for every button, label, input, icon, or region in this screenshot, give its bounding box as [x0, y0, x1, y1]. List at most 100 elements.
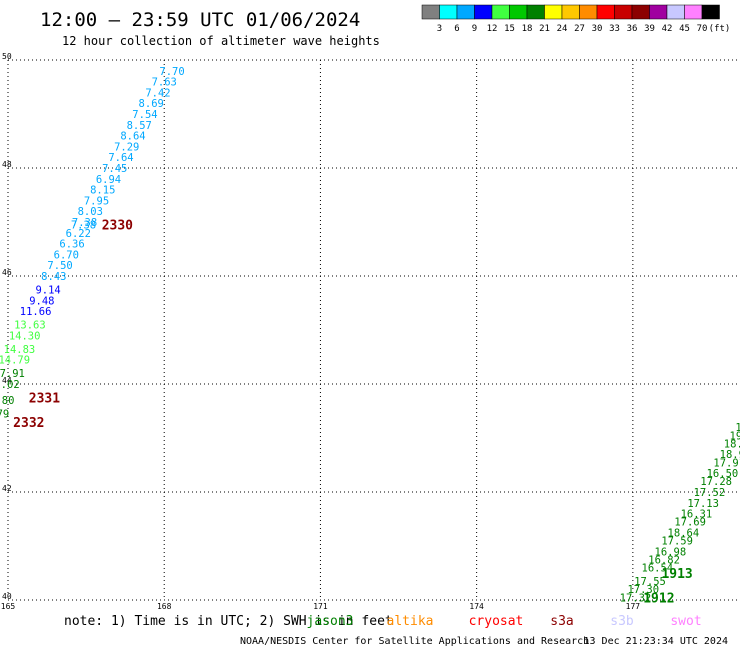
y-tick-label: 40 [2, 592, 12, 601]
wave-height-label: 17.32 [620, 592, 652, 604]
wave-height-label: 19.0 [730, 430, 740, 442]
mission-label: s3a [550, 614, 573, 629]
wave-height-label: 6.94 [96, 174, 121, 186]
y-tick-label: 48 [2, 160, 12, 169]
chart-title: 12:00 – 23:59 UTC 01/06/2024 [40, 9, 360, 31]
legend-swatch [701, 4, 720, 20]
wave-height-label: 16.82 [648, 555, 680, 567]
legend-label: 3 [437, 24, 442, 34]
wave-height-label: 18.95 [720, 449, 740, 461]
legend-label: 33 [609, 24, 620, 34]
grid-lines [7, 59, 737, 601]
legend-label: 36 [627, 24, 638, 34]
wave-height-label: 8.03 [78, 206, 103, 218]
legend-label: 18 [522, 24, 533, 34]
legend-swatch [491, 4, 510, 20]
mission-legend: jason3 altika cryosat s3a s3b swot [307, 614, 702, 629]
wave-height-label: 16.54 [642, 563, 674, 575]
mission-label: s3b [610, 614, 634, 629]
wave-height-label: 17.69 [674, 517, 706, 529]
legend-swatch [666, 4, 685, 20]
wave-height-label: 17.55 [634, 576, 666, 588]
wave-height-label: 14.83 [4, 344, 36, 356]
wave-height-label: 18.02 [0, 379, 20, 391]
wave-height-label: 7.38 [71, 220, 96, 232]
legend-label: 24 [557, 24, 568, 34]
legend-swatch [561, 4, 580, 20]
wave-height-label: 8.43 [41, 271, 66, 283]
legend-label: 39 [644, 24, 655, 34]
legend-label: 42 [662, 24, 673, 34]
wave-height-label: 17.28 [700, 476, 732, 488]
wave-height-label: 7.45 [102, 163, 127, 175]
legend-swatch [456, 4, 475, 20]
wave-height-label: 7.95 [84, 195, 109, 207]
wave-height-label: 7.50 [47, 260, 72, 272]
chart-subtitle: 12 hour collection of altimeter wave hei… [62, 34, 380, 48]
legend-swatch [596, 4, 615, 20]
legend-label: 6 [454, 24, 459, 34]
wave-height-points: 7.707.637.428.697.548.578.647.297.647.45… [0, 66, 740, 604]
x-tick-label: 177 [626, 602, 641, 611]
legend-swatch [439, 4, 458, 20]
wave-height-label: 6.70 [54, 249, 79, 261]
wave-height-label: 18.60 [724, 438, 740, 450]
wave-height-label: 9.48 [29, 295, 54, 307]
legend-label: 15 [504, 24, 515, 34]
wave-height-label: 7.42 [145, 87, 170, 99]
wave-height-label: 9.14 [35, 285, 60, 297]
wave-height-label: 16.98 [655, 546, 687, 558]
legend-swatch [631, 4, 650, 20]
wave-height-label: 7.38 [72, 217, 97, 229]
wave-height-label: 7.64 [108, 152, 133, 164]
legend-label: 45 [679, 24, 690, 34]
y-tick-label: 42 [2, 484, 12, 493]
wave-height-label: 17.91 [713, 457, 740, 469]
wave-height-label: 14.79 [0, 355, 30, 367]
legend-label: 27 [574, 24, 585, 34]
legend-label: (ft) [709, 24, 731, 34]
legend-label: 21 [539, 24, 550, 34]
wave-height-label: 16.79 [0, 409, 9, 421]
wave-height-label: 7.29 [114, 141, 139, 153]
wave-height-label: 16.50 [707, 468, 739, 480]
legend-swatch [544, 4, 563, 20]
x-tick-label: 171 [313, 602, 328, 611]
pass-time-label: 1913 [661, 567, 692, 582]
wave-height-label: 18.64 [668, 528, 700, 540]
wave-height-label: 17.52 [694, 487, 726, 499]
legend-label: 30 [592, 24, 603, 34]
y-tick-label: 46 [2, 268, 12, 277]
wave-height-label: 17.30 [627, 584, 659, 596]
wave-height-label: 17.91 [0, 368, 25, 380]
legend-swatch [509, 4, 528, 20]
wave-height-label: 13.63 [14, 320, 46, 332]
legend-swatch [684, 4, 703, 20]
wave-height-label: 6.22 [66, 228, 91, 240]
x-tick-label: 168 [157, 602, 172, 611]
pass-annotations: 2330 2331 2332 1913 1912 [13, 219, 693, 607]
wave-height-label: 19. [735, 422, 740, 434]
pass-time-label: 1912 [643, 591, 674, 606]
legend-swatch [649, 4, 668, 20]
legend-label: 70 [697, 24, 708, 34]
mission-label: cryosat [469, 614, 524, 629]
wave-height-label: 8.64 [120, 131, 145, 143]
mission-label: jason3 [307, 614, 354, 629]
credit-line: NOAA/NESDIS Center for Satellite Applica… [240, 636, 589, 647]
mission-label: swot [670, 614, 701, 629]
mission-label: altika [387, 614, 434, 629]
legend-swatch [579, 4, 598, 20]
wave-height-label: 14.30 [9, 330, 41, 342]
legend-label: 12 [487, 24, 498, 34]
y-tick-label: 44 [2, 376, 12, 385]
pass-time-label: 2332 [13, 416, 44, 431]
wave-height-label: 11.66 [20, 306, 52, 318]
wave-height-label: 8.57 [127, 120, 152, 132]
wave-height-label: 7.54 [132, 109, 157, 121]
wave-height-label: 18.80 [0, 395, 14, 407]
wave-height-label: 7.63 [152, 77, 177, 89]
wave-height-label: 17.13 [687, 498, 719, 510]
legend-swatch [474, 4, 493, 20]
